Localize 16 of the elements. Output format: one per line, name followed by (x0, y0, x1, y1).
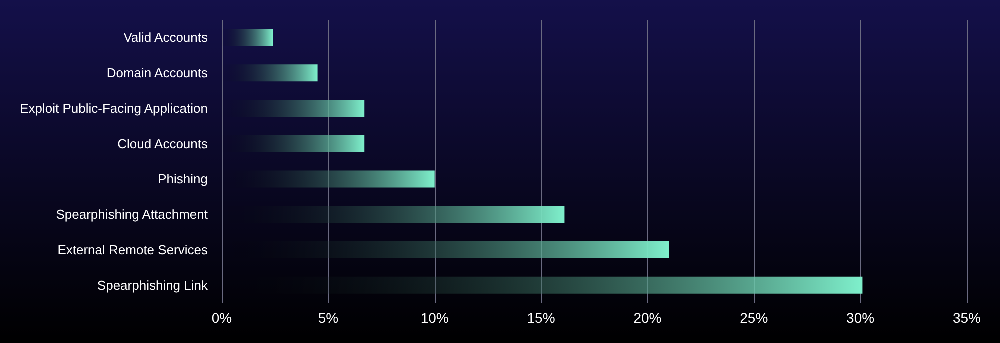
x-tick-label: 20% (634, 310, 662, 326)
y-tick-label: Valid Accounts (124, 30, 208, 46)
x-tick-label: 30% (846, 310, 875, 326)
y-tick-label: Phishing (158, 172, 208, 187)
x-tick-label: 35% (952, 310, 982, 326)
x-tick-label: 0% (212, 310, 232, 326)
x-tick-label: 15% (527, 310, 556, 326)
y-tick-label: Exploit Public-Facing Application (20, 100, 208, 116)
x-tick-label: 25% (740, 310, 768, 326)
y-tick-label: Spearphishing Attachment (56, 207, 208, 222)
x-tick-label: 5% (318, 310, 339, 326)
x-tick-label: 10% (420, 310, 449, 326)
y-tick-label: Domain Accounts (106, 66, 208, 81)
y-tick-label: External Remote Services (58, 242, 208, 258)
y-tick-label: Spearphishing Link (97, 278, 208, 293)
y-tick-label: Cloud Accounts (118, 136, 208, 152)
